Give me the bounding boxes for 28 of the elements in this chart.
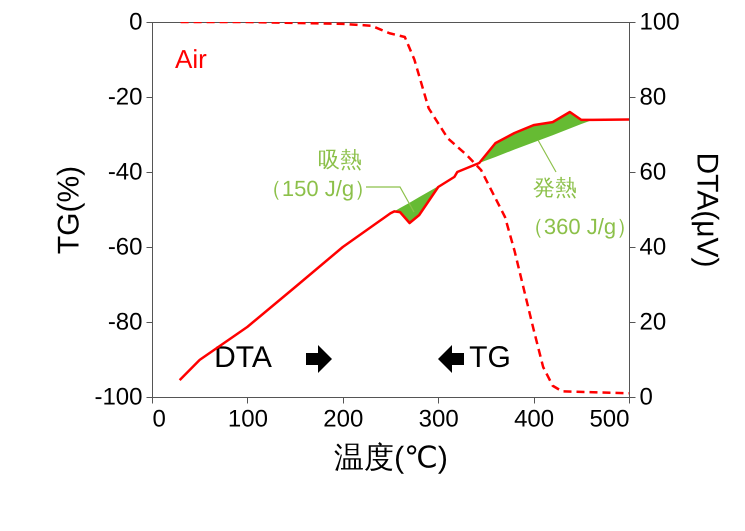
series-label: DTA [214,341,272,374]
x-tick-label: 0 [152,406,166,432]
series-label: TG [469,341,511,374]
y-tick-label: -20 [108,84,142,110]
y-axis-title: TG(%) [52,166,86,254]
annotation: （150 J/g） [260,176,376,201]
x-tick-label: 400 [514,406,554,432]
x-tick-label: 200 [323,406,364,432]
y-tick-label: -60 [108,234,142,260]
annotation: （360 J/g） [522,214,638,239]
annotation: Air [175,44,208,74]
y-tick-label: 0 [129,8,142,36]
annotation: 吸熱 [318,147,362,172]
x-tick-label: 300 [418,406,459,432]
y2-tick-label: 20 [640,308,666,336]
x-tick-label: 100 [228,406,268,432]
y-tick-label: -40 [108,158,142,186]
y2-tick-label: 100 [640,8,680,36]
y-tick-label: -100 [94,384,142,410]
y2-tick-label: 40 [640,234,666,260]
annotation: 発熱 [533,175,577,200]
y2-tick-label: 60 [640,158,666,186]
y-tick-label: -80 [108,308,142,336]
y2-axis-title: DTA(μV) [690,152,724,268]
y2-tick-label: 80 [640,84,666,110]
y2-tick-label: 0 [640,384,653,410]
x-tick-label: 500 [589,406,630,432]
x-axis-title: 温度(℃) [334,442,448,474]
